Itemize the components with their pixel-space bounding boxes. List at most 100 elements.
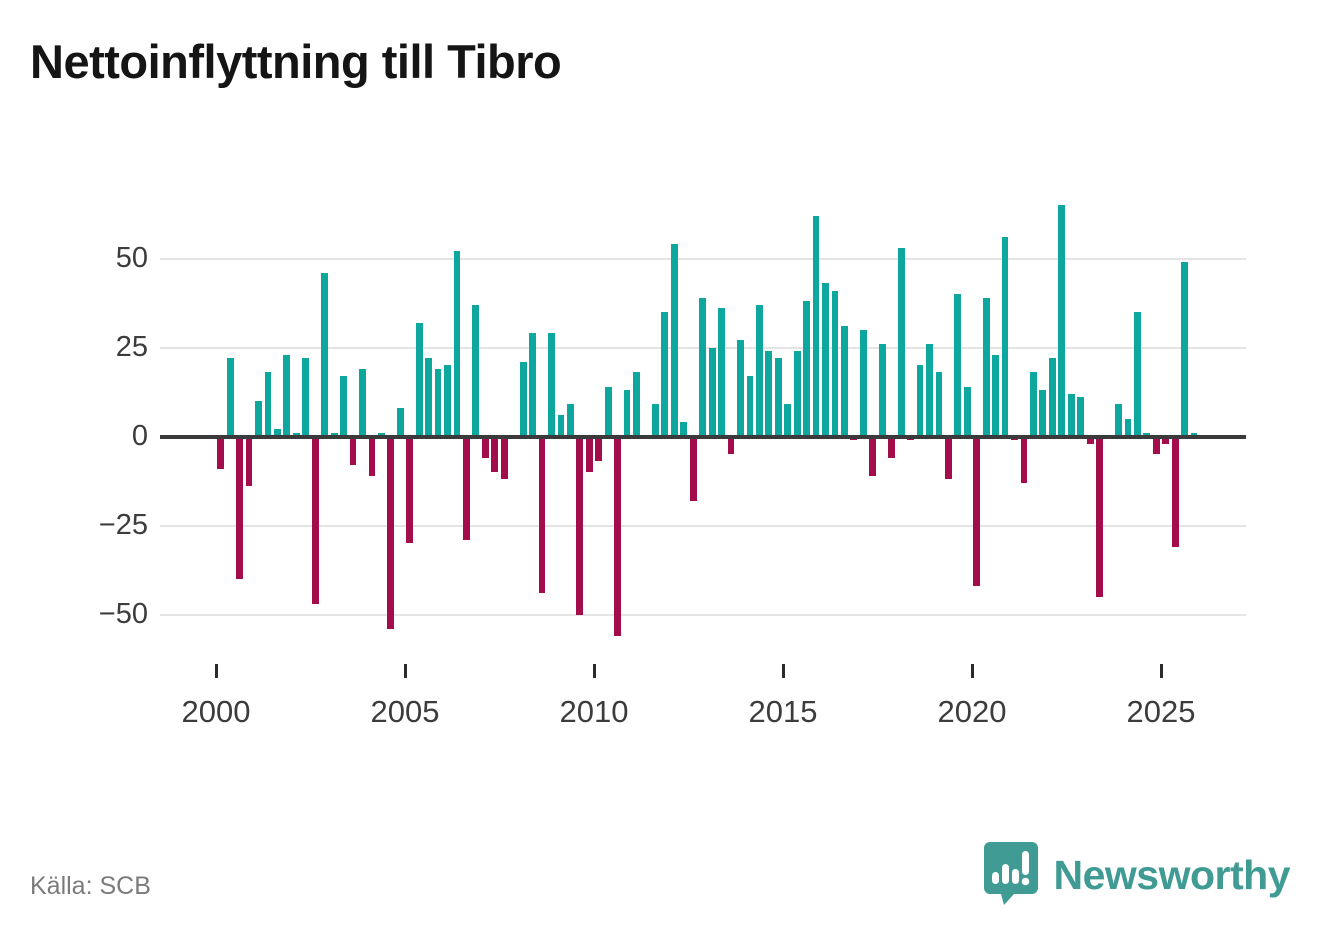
bar-2001-Q1 (255, 400, 262, 437)
bar-2015-Q3 (803, 301, 811, 437)
bar-2020-Q4 (1001, 237, 1009, 437)
bar-2025-Q3 (1181, 262, 1189, 437)
x-tick-2000 (214, 664, 218, 678)
y-axis-label-0: 0 (131, 419, 148, 452)
bar-2014-Q3 (765, 351, 773, 437)
bar-2003-Q3 (349, 436, 357, 465)
bar-2010-Q1 (595, 436, 603, 462)
page-title: Nettoinflyttning till Tibro (30, 35, 562, 88)
bar-2024-Q1 (1124, 418, 1132, 437)
y-axis-label--50: −50 (98, 597, 148, 630)
bar-2013-Q2 (718, 308, 725, 437)
bar-2006-Q3 (463, 436, 470, 540)
bar-2006-Q4 (472, 304, 480, 437)
bar-2000-Q1 (217, 436, 225, 469)
x-tick-2010 (592, 664, 596, 678)
bar-2012-Q3 (689, 436, 697, 501)
bar-2018-Q4 (926, 343, 933, 437)
bar-2015-Q4 (812, 215, 820, 437)
bar-2014-Q4 (774, 358, 782, 437)
bar-2008-Q3 (538, 436, 546, 594)
bar-2004-Q1 (368, 436, 376, 476)
bar-2021-Q3 (1030, 372, 1037, 437)
bar-2004-Q3 (387, 436, 395, 629)
bar-2012-Q4 (699, 297, 707, 437)
brand-name: Newsworthy (1053, 852, 1291, 898)
bar-2009-Q4 (585, 436, 593, 473)
bar-2006-Q2 (453, 251, 461, 437)
bar-2017-Q3 (878, 343, 886, 437)
bar-2003-Q2 (340, 375, 347, 437)
bar-2005-Q3 (425, 358, 433, 437)
bar-2008-Q1 (519, 361, 527, 437)
x-tick-2015 (781, 664, 785, 678)
bar-2015-Q2 (793, 351, 801, 437)
bar-2001-Q3 (274, 429, 281, 437)
bar-2020-Q1 (973, 436, 981, 587)
bar-2011-Q4 (661, 311, 669, 437)
bar-2018-Q3 (916, 365, 924, 437)
bar-2022-Q3 (1067, 393, 1075, 437)
bar-2022-Q2 (1058, 205, 1066, 437)
speech-bubble-bar-chart-icon (982, 840, 1040, 911)
bar-2007-Q1 (481, 436, 489, 458)
bar-2019-Q1 (935, 372, 943, 437)
x-axis-label-2025: 2025 (1126, 694, 1196, 729)
bar-2009-Q3 (576, 436, 584, 615)
x-tick-2025 (1159, 664, 1163, 678)
brand-logo: Newsworthy (982, 840, 1291, 911)
y-axis-label-25: 25 (115, 330, 148, 363)
gridline-y-50 (160, 257, 1246, 260)
bar-2017-Q1 (859, 329, 867, 437)
gridline-y--50 (160, 613, 1246, 616)
bar-2022-Q4 (1077, 397, 1085, 437)
bar-2014-Q1 (746, 375, 754, 437)
bar-2024-Q2 (1133, 311, 1141, 437)
zero-axis-line (160, 434, 1246, 439)
bar-2012-Q1 (670, 244, 678, 437)
bar-2017-Q4 (888, 436, 896, 458)
bar-2003-Q4 (359, 368, 366, 437)
bar-2019-Q2 (944, 436, 952, 480)
bar-2022-Q1 (1048, 358, 1056, 437)
bar-2009-Q1 (557, 415, 565, 437)
bar-2000-Q4 (245, 436, 253, 487)
bar-2010-Q3 (614, 436, 622, 636)
bar-2002-Q2 (302, 358, 310, 437)
bar-2007-Q2 (491, 436, 499, 473)
bar-2020-Q3 (992, 354, 1000, 437)
bar-2016-Q3 (841, 326, 848, 437)
bar-2020-Q2 (982, 297, 990, 437)
bar-2019-Q3 (954, 294, 962, 437)
y-axis-label--25: −25 (98, 508, 148, 541)
bar-2017-Q2 (869, 436, 877, 476)
bar-2023-Q2 (1096, 436, 1103, 597)
bar-2005-Q1 (406, 436, 414, 544)
bar-2024-Q4 (1152, 436, 1160, 455)
bar-2013-Q4 (737, 340, 744, 437)
bar-2015-Q1 (784, 404, 792, 437)
x-axis-label-2015: 2015 (748, 694, 818, 729)
bar-2002-Q3 (311, 436, 319, 604)
x-axis-label-2000: 2000 (181, 694, 251, 729)
y-axis-label-50: 50 (115, 241, 148, 274)
bar-2011-Q3 (652, 404, 659, 437)
x-tick-2005 (403, 664, 407, 678)
bar-2011-Q1 (633, 372, 640, 437)
bar-2010-Q2 (604, 386, 612, 437)
bar-2023-Q4 (1115, 404, 1122, 437)
source-label: Källa: SCB (30, 872, 151, 900)
bar-2019-Q4 (963, 386, 971, 437)
bar-2025-Q2 (1171, 436, 1179, 547)
bar-2000-Q2 (226, 358, 234, 437)
bar-2005-Q2 (415, 322, 423, 437)
gridline-y--25 (160, 524, 1246, 527)
bar-2013-Q3 (727, 436, 735, 455)
bar-2004-Q4 (396, 408, 404, 437)
bar-2021-Q4 (1039, 390, 1047, 437)
bar-2016-Q1 (822, 283, 829, 437)
bar-2002-Q4 (321, 272, 329, 437)
bar-2023-Q1 (1086, 436, 1094, 444)
bar-2012-Q2 (680, 422, 688, 437)
